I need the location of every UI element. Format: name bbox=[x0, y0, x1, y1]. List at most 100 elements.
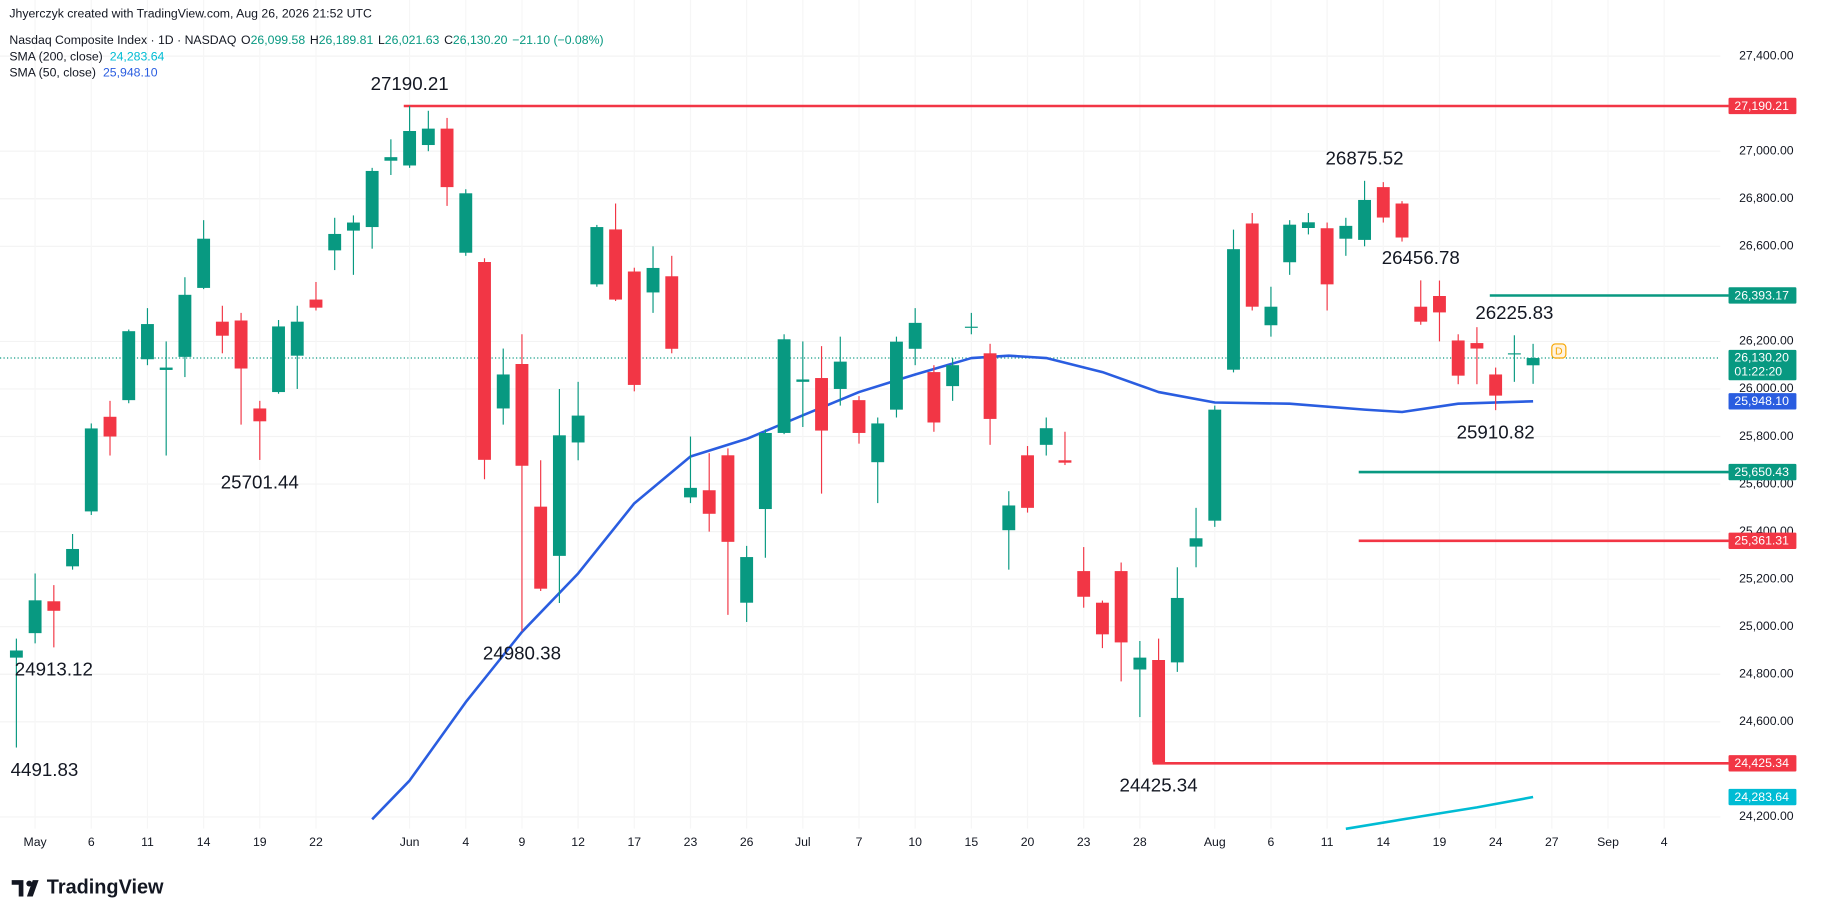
x-tick-label: 15 bbox=[965, 835, 979, 849]
candle-body bbox=[964, 326, 978, 328]
x-tick-label: 14 bbox=[1376, 835, 1390, 849]
x-tick-label: 10 bbox=[908, 835, 922, 849]
candle-body bbox=[1489, 374, 1503, 396]
y-tick-label: 24,600.00 bbox=[1739, 714, 1794, 728]
candle-body bbox=[84, 428, 98, 512]
candle-body bbox=[627, 271, 641, 385]
candle-body bbox=[403, 131, 417, 166]
x-tick-label: 14 bbox=[197, 835, 211, 849]
indicator-value: 24,283.64 bbox=[110, 50, 165, 64]
candle-body bbox=[1133, 657, 1147, 670]
candle-body bbox=[178, 294, 192, 357]
credit: Jhyerczyk created with TradingView.com, … bbox=[9, 6, 372, 20]
price-annotation: 27190.21 bbox=[371, 73, 449, 94]
candle-body bbox=[66, 548, 79, 567]
candle-body bbox=[1095, 602, 1109, 635]
price-annotation: 24980.38 bbox=[483, 643, 561, 664]
y-tick-label: 24,200.00 bbox=[1739, 809, 1794, 823]
y-tick-label: 27,400.00 bbox=[1739, 48, 1794, 62]
level-tag-box bbox=[1728, 287, 1797, 304]
x-tick-label: 11 bbox=[141, 835, 154, 849]
candle-body bbox=[702, 490, 716, 514]
candle-body bbox=[1507, 353, 1521, 355]
candle-body bbox=[908, 322, 922, 349]
x-tick-label: 12 bbox=[571, 835, 585, 849]
candle-body bbox=[1021, 455, 1034, 508]
candle-body bbox=[234, 320, 248, 369]
candle-body bbox=[927, 372, 941, 423]
candle-body bbox=[796, 379, 810, 382]
level-tag: 27,190.21 bbox=[1734, 99, 1789, 113]
price-annotation: 26456.78 bbox=[1382, 247, 1460, 268]
x-tick-label: 23 bbox=[684, 835, 698, 849]
price-annotation: 26875.52 bbox=[1326, 148, 1404, 169]
candle-body bbox=[421, 128, 435, 146]
candle-body bbox=[122, 331, 136, 401]
y-tick-label: 26,800.00 bbox=[1739, 191, 1794, 205]
indicator-name: SMA (200, close) bbox=[9, 50, 102, 64]
candle-body bbox=[1189, 538, 1203, 547]
candle-body bbox=[28, 600, 42, 634]
price-annotation: 25910.82 bbox=[1457, 422, 1535, 443]
y-tick-label: 25,200.00 bbox=[1739, 571, 1794, 585]
candle-body bbox=[1170, 597, 1184, 663]
candle-body bbox=[1077, 571, 1091, 597]
indicator-legend: SMA (50, close) 25,948.10 bbox=[9, 66, 157, 80]
ohlc-value: 26,189.81 bbox=[319, 33, 374, 47]
candle-body bbox=[665, 276, 679, 349]
grid bbox=[0, 55, 1721, 818]
candles bbox=[9, 105, 1540, 764]
candle-body bbox=[1114, 571, 1128, 643]
candle-body bbox=[1358, 199, 1372, 240]
candle-body bbox=[440, 128, 454, 188]
candle-body bbox=[459, 193, 473, 253]
x-tick-label: 19 bbox=[1433, 835, 1447, 849]
x-tick-label: 19 bbox=[253, 835, 267, 849]
x-tick-label: 6 bbox=[88, 835, 95, 849]
candle-body bbox=[1414, 306, 1428, 322]
price-annotation: 24425.34 bbox=[1120, 775, 1198, 796]
level-tag-box bbox=[1728, 532, 1797, 550]
candle-body bbox=[777, 339, 791, 433]
candle-body bbox=[159, 367, 173, 370]
sma-tag-box bbox=[1728, 393, 1797, 410]
candle-body bbox=[1152, 660, 1166, 763]
ohlc-value: 26,021.63 bbox=[385, 33, 440, 47]
candle-body bbox=[496, 374, 510, 409]
candle-body bbox=[721, 455, 735, 542]
x-tick-label: 28 bbox=[1133, 835, 1147, 849]
candle-body bbox=[253, 408, 267, 422]
candle-body bbox=[1058, 460, 1072, 463]
x-tick-label: Sep bbox=[1597, 835, 1619, 849]
x-tick-label: 26 bbox=[740, 835, 754, 849]
level-tag: 26,393.17 bbox=[1734, 288, 1789, 302]
candle-body bbox=[384, 157, 398, 161]
candle-body bbox=[571, 415, 585, 443]
overlays bbox=[0, 104, 1729, 831]
ohlc-value: 26,099.58 bbox=[251, 33, 306, 47]
candle-body bbox=[1283, 224, 1297, 263]
candle-body bbox=[833, 361, 847, 389]
candle-body bbox=[290, 321, 304, 356]
last-price-tag: 26,130.20 bbox=[1734, 350, 1789, 364]
x-tick-label: May bbox=[24, 835, 48, 849]
x-tick-label: 17 bbox=[627, 835, 641, 849]
x-tick-label: Jul bbox=[795, 835, 811, 849]
candle-body bbox=[1339, 225, 1353, 239]
candle-body bbox=[215, 321, 229, 336]
legend-row: Nasdaq Composite Index · 1D · NASDAQ O26,… bbox=[9, 33, 603, 47]
level-tag: 25,361.31 bbox=[1734, 534, 1789, 548]
candle-body bbox=[365, 170, 379, 228]
level-tag-box bbox=[1728, 755, 1797, 772]
candle-body bbox=[346, 222, 360, 231]
candle-body bbox=[1039, 428, 1053, 445]
candle-body bbox=[1451, 340, 1465, 376]
candle-body bbox=[1301, 222, 1315, 229]
brand-name: TradingView bbox=[47, 877, 164, 899]
candle-body bbox=[684, 487, 697, 498]
sma-tag: 25,948.10 bbox=[1734, 394, 1789, 408]
sma-line bbox=[371, 354, 1534, 821]
y-tick-label: 25,000.00 bbox=[1739, 619, 1794, 633]
chart-canvas: 24,200.00 24,600.00 24,800.00 25,000.00 25,2… bbox=[0, 6, 1797, 899]
